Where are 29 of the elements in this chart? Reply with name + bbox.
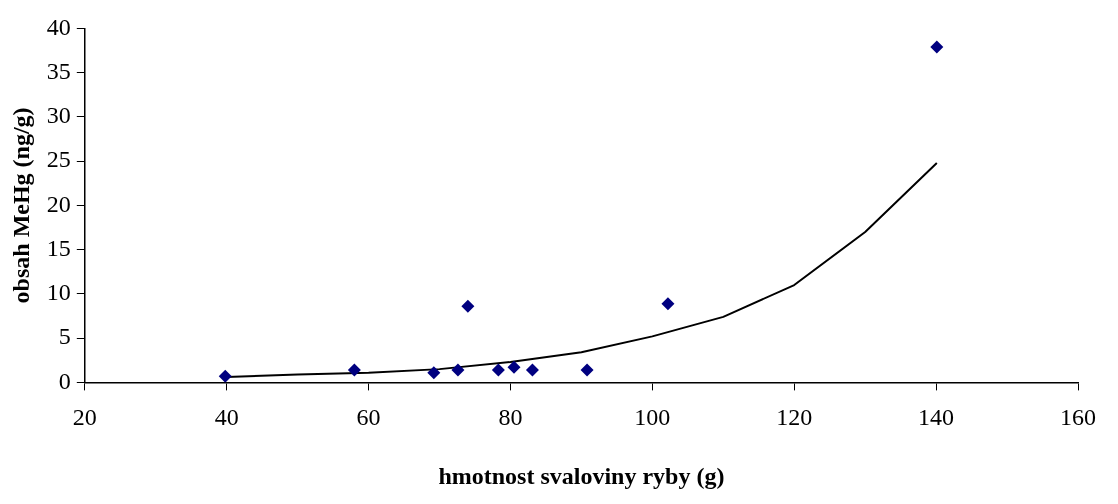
point [507, 360, 521, 374]
y-axis-title: obsah MeHg (ng/g) [7, 107, 34, 304]
x-tick-label: 40 [214, 404, 239, 431]
x-tick-label: 100 [634, 404, 671, 431]
x-axis-title: hmotnost svaloviny ryby (g) [438, 462, 725, 489]
y-tick-label: 20 [46, 190, 71, 217]
point [525, 363, 539, 377]
x-tick-label: 60 [356, 404, 381, 431]
point [218, 369, 232, 383]
point [491, 363, 505, 377]
y-tick-label: 30 [46, 102, 71, 129]
y-tick-label: 10 [46, 279, 71, 306]
point [427, 366, 441, 380]
y-tick-label: 35 [46, 57, 71, 84]
x-tick-label: 80 [498, 404, 523, 431]
x-tick-label: 160 [1060, 404, 1096, 431]
point [930, 40, 944, 54]
point [451, 363, 465, 377]
y-tick-label: 15 [46, 234, 71, 261]
x-tick-label: 140 [918, 404, 955, 431]
point [461, 299, 475, 313]
y-tick-label: 0 [58, 367, 71, 394]
x-tick-label: 120 [776, 404, 813, 431]
point [661, 297, 675, 311]
y-tick-label: 40 [46, 13, 71, 40]
y-tick-label: 25 [46, 146, 71, 173]
point [580, 363, 594, 377]
y-tick-label: 5 [58, 323, 71, 350]
point [347, 363, 361, 377]
